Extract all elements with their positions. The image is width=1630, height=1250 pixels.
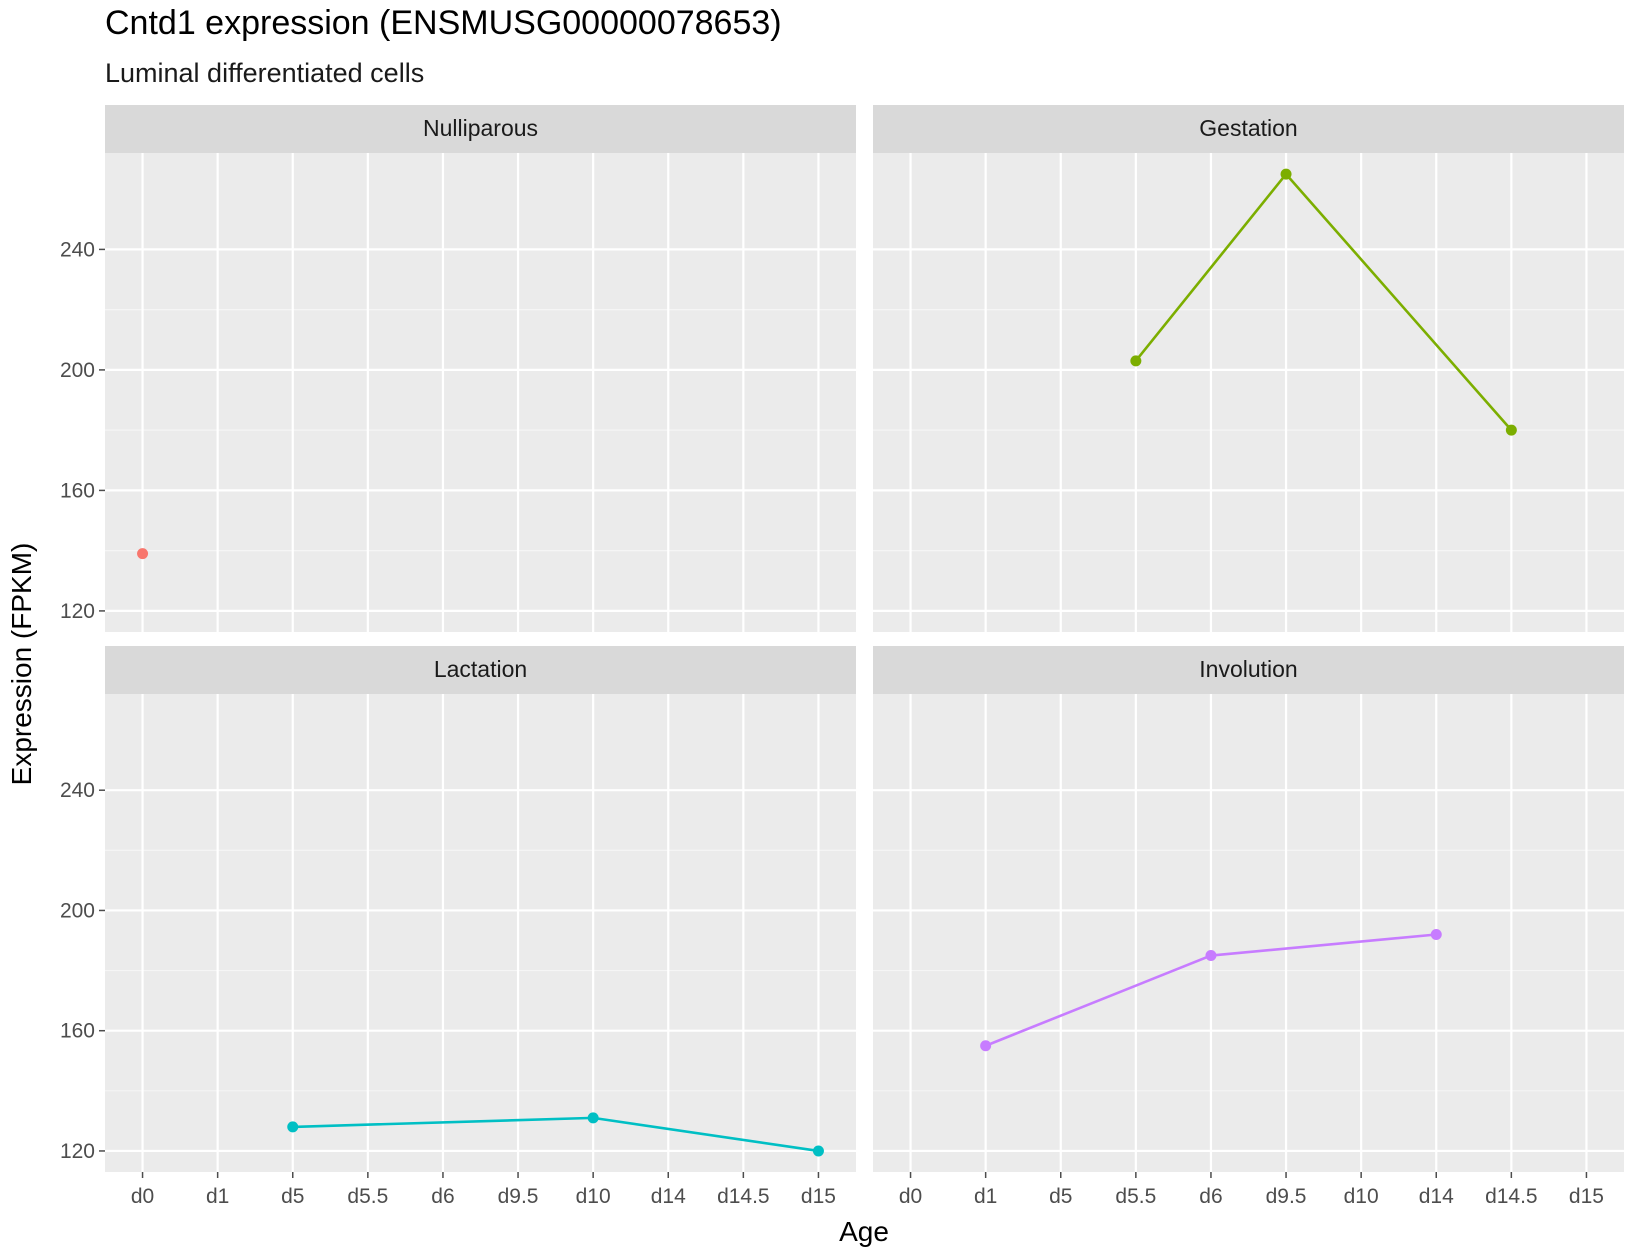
facet-strip (105, 646, 856, 694)
y-tick-label: 160 (60, 1020, 95, 1043)
x-tick-label: d6 (431, 1185, 454, 1208)
y-tick-label: 240 (60, 779, 95, 802)
y-tick-label: 160 (60, 479, 95, 502)
x-tick-label: d6 (1199, 1185, 1222, 1208)
x-tick-label: d1 (206, 1185, 229, 1208)
x-tick-label: d5 (1049, 1185, 1072, 1208)
facet-panel-involution: Involution d0 d1 d5 d5.5 d6 d9.5 d10 d14 d14.5 d15 (873, 646, 1624, 1208)
panel-background (105, 694, 856, 1172)
facet-panels: Nulliparous 120 160 200 240 Gestation Lactatio… (60, 105, 1624, 1208)
x-tick-label: d5.5 (347, 1185, 388, 1208)
facet-strip-label: Gestation (1199, 115, 1297, 141)
x-tick-label: d1 (974, 1185, 997, 1208)
x-tick-label: d14 (651, 1185, 686, 1208)
y-tick-label: 120 (60, 1140, 95, 1163)
facet-panel-lactation: Lactation 120 160 200 240 d0 d1 d5 d5.5 d6 d9.5 d10… (60, 646, 856, 1208)
data-point (1130, 355, 1142, 367)
data-point (1205, 950, 1217, 962)
x-tick-label: d10 (576, 1185, 611, 1208)
data-point (980, 1040, 992, 1052)
facet-panel-gestation: Gestation (873, 105, 1624, 632)
facet-strip (105, 105, 856, 153)
data-point (287, 1121, 299, 1133)
data-point (1505, 424, 1517, 436)
facet-strip (873, 646, 1624, 694)
x-tick-label: d0 (131, 1185, 154, 1208)
facet-strip-label: Involution (1199, 656, 1297, 682)
x-tick-label: d5 (281, 1185, 304, 1208)
y-tick-label: 240 (60, 238, 95, 261)
data-point (587, 1112, 599, 1124)
x-tick-label: d14.5 (1485, 1185, 1538, 1208)
y-tick-label: 120 (60, 600, 95, 623)
facet-strip-label: Nulliparous (423, 115, 538, 141)
y-tick-label: 200 (60, 899, 95, 922)
y-axis-title: Expression (FPKM) (6, 543, 37, 786)
x-tick-label: d0 (899, 1185, 922, 1208)
facet-strip-label: Lactation (434, 656, 527, 682)
x-tick-label: d10 (1344, 1185, 1379, 1208)
data-point (812, 1145, 824, 1157)
x-tick-label: d9.5 (498, 1185, 539, 1208)
data-point (1430, 929, 1442, 941)
x-tick-label: d15 (801, 1185, 836, 1208)
x-tick-label: d14.5 (717, 1185, 770, 1208)
panel-background (105, 153, 856, 632)
panel-background (873, 694, 1624, 1172)
x-tick-label: d14 (1419, 1185, 1454, 1208)
data-point (1280, 168, 1292, 180)
x-tick-label: d9.5 (1266, 1185, 1307, 1208)
chart-subtitle: Luminal differentiated cells (105, 58, 424, 88)
x-tick-label: d15 (1569, 1185, 1604, 1208)
facet-strip (873, 105, 1624, 153)
x-tick-label: d5.5 (1115, 1185, 1156, 1208)
panel-background (873, 153, 1624, 632)
y-tick-label: 200 (60, 359, 95, 382)
facet-panel-nulliparous: Nulliparous 120 160 200 240 (60, 105, 856, 632)
chart-title: Cntd1 expression (ENSMUSG00000078653) (105, 4, 782, 42)
x-axis-title: Age (839, 1216, 889, 1247)
data-point (137, 548, 149, 560)
